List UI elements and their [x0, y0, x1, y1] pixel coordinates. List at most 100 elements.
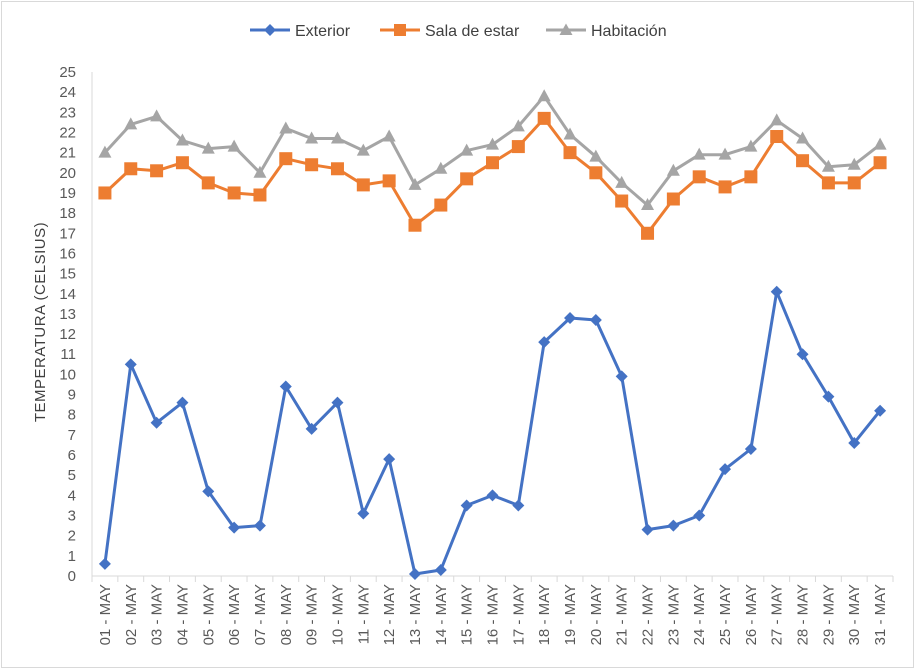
- data-point: [382, 174, 396, 188]
- x-tick-label: 06 - MAY: [226, 584, 243, 645]
- legend-item-exterior[interactable]: Exterior: [250, 23, 351, 40]
- data-point: [227, 186, 241, 200]
- data-point: [227, 139, 241, 152]
- x-tick-label: 17 - MAY: [510, 584, 527, 645]
- data-point: [796, 131, 810, 144]
- data-point: [150, 416, 163, 429]
- data-point: [589, 166, 603, 180]
- data-point: [330, 131, 344, 144]
- x-tick-label: 08 - MAY: [278, 584, 295, 645]
- x-tick-label: 26 - MAY: [743, 584, 760, 645]
- x-tick-label: 07 - MAY: [252, 584, 269, 645]
- data-point: [512, 499, 525, 512]
- y-axis-title: TEMPERATURA (CELSIUS): [32, 222, 49, 422]
- legend-item-habitacion[interactable]: Habitación: [546, 23, 667, 40]
- x-tick-label: 21 - MAY: [614, 584, 631, 645]
- data-point: [486, 137, 499, 150]
- legend-item-sala-de-estar[interactable]: Sala de estar: [380, 23, 520, 40]
- data-point: [202, 485, 215, 498]
- data-point: [175, 133, 189, 146]
- x-tick-label: 25 - MAY: [717, 584, 734, 645]
- y-tick-label: 1: [68, 548, 76, 565]
- x-tick-label: 01 - MAY: [97, 584, 114, 645]
- data-point: [486, 156, 499, 170]
- y-tick-label: 19: [59, 185, 76, 202]
- x-tick-label: 09 - MAY: [304, 584, 321, 645]
- data-point: [563, 146, 577, 160]
- triangle-marker-icon: [559, 23, 573, 35]
- data-point: [98, 145, 112, 158]
- data-point: [305, 158, 319, 172]
- data-point: [253, 188, 267, 202]
- y-tick-label: 3: [68, 508, 76, 525]
- data-point: [228, 521, 241, 534]
- x-tick-label: 14 - MAY: [433, 584, 450, 645]
- data-point: [692, 170, 706, 184]
- diamond-marker-icon: [264, 24, 276, 36]
- data-point: [460, 499, 473, 512]
- y-tick-label: 15: [59, 266, 76, 283]
- data-point: [124, 117, 138, 130]
- data-point: [615, 194, 629, 208]
- data-point: [434, 198, 448, 212]
- x-tick-label: 03 - MAY: [149, 584, 166, 645]
- x-tick-label: 20 - MAY: [588, 584, 605, 645]
- data-point: [718, 147, 732, 160]
- data-point: [744, 139, 758, 152]
- x-tick-label: 24 - MAY: [691, 584, 708, 645]
- data-point: [822, 390, 835, 403]
- data-point: [434, 563, 447, 576]
- data-point: [847, 157, 861, 170]
- y-tick-label: 23: [59, 104, 76, 121]
- data-point: [330, 162, 344, 176]
- data-point: [744, 442, 757, 455]
- data-point: [641, 226, 655, 240]
- data-point: [408, 218, 422, 232]
- y-tick-label: 21: [59, 145, 76, 162]
- data-point: [253, 519, 266, 532]
- y-tick-label: 5: [68, 467, 76, 484]
- data-point: [821, 176, 835, 190]
- data-point: [98, 186, 112, 200]
- data-point: [150, 164, 164, 178]
- series-line-exterior: [103, 290, 882, 576]
- data-point: [201, 176, 215, 190]
- x-tick-label: 04 - MAY: [174, 584, 191, 645]
- y-tick-label: 9: [68, 387, 76, 404]
- data-point: [641, 198, 655, 211]
- y-tick-label: 6: [68, 447, 76, 464]
- data-point: [538, 336, 551, 349]
- data-point: [356, 178, 370, 192]
- data-point: [796, 348, 809, 361]
- y-tick-label: 8: [68, 407, 76, 424]
- legend: Exterior Sala de estar Habitación: [250, 23, 667, 40]
- data-point: [641, 523, 654, 536]
- y-tick-label: 24: [59, 84, 76, 101]
- y-tick-label: 11: [60, 346, 76, 363]
- data-point: [537, 89, 551, 102]
- data-point: [589, 313, 602, 326]
- data-point: [434, 161, 448, 174]
- data-point: [176, 396, 189, 409]
- y-tick-label: 16: [59, 245, 76, 262]
- data-point: [124, 358, 137, 371]
- x-tick-label: 05 - MAY: [200, 584, 217, 645]
- x-tick-label: 12 - MAY: [381, 584, 398, 645]
- y-tick-label: 20: [59, 165, 76, 182]
- x-tick-label: 10 - MAY: [329, 584, 346, 645]
- plot-area: 0123456789101112131415161718192021222324…: [59, 64, 894, 645]
- data-point: [873, 137, 887, 150]
- x-tick-label: 28 - MAY: [795, 584, 812, 645]
- data-point: [511, 119, 525, 132]
- data-point: [564, 311, 577, 324]
- y-tick-label: 10: [59, 366, 76, 383]
- data-point: [279, 121, 293, 134]
- data-point: [848, 436, 861, 449]
- y-tick-label: 14: [59, 286, 76, 303]
- data-point: [666, 192, 680, 206]
- data-point: [537, 111, 551, 125]
- x-tick-label: 27 - MAY: [769, 584, 786, 645]
- data-point: [201, 141, 215, 154]
